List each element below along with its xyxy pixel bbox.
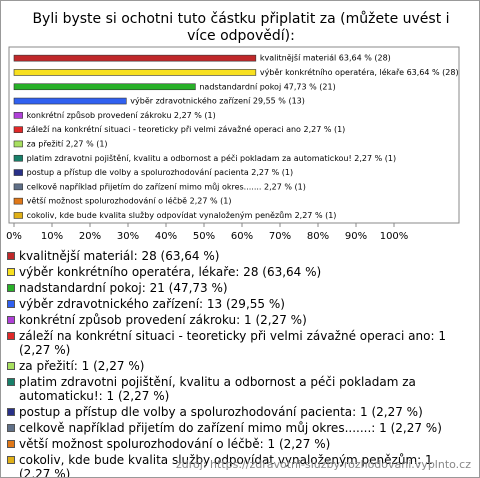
bar	[13, 97, 127, 105]
legend-item: konkrétní způsob provedení zákroku: 1 (2…	[7, 313, 467, 327]
x-tick-label: 50%	[193, 231, 215, 242]
legend-item: výběr zdravotnického zařízení: 13 (29,55…	[7, 297, 467, 311]
value-label: větší možnost spolurozhodování o léčbě 2…	[27, 196, 232, 206]
legend-item: cokoliv, kde bude kvalita služby odpovíd…	[7, 453, 467, 478]
bar	[13, 126, 23, 133]
legend-item: větší možnost spolurozhodování o léčbě: …	[7, 437, 467, 451]
x-tick-label: 30%	[117, 231, 139, 242]
bar	[13, 140, 23, 148]
legend-swatch	[7, 378, 15, 386]
x-tick-label: 100%	[380, 231, 409, 242]
legend-label: výběr zdravotnického zařízení: 13 (29,55…	[19, 297, 285, 311]
legend-item: výběr konkrétního operatéra, lékaře: 28 …	[7, 265, 467, 279]
x-tick-label: 90%	[345, 231, 367, 242]
legend-label: nadstandardní pokoj: 21 (47,73 %)	[19, 281, 228, 295]
legend-label: záleží na konkrétní situaci - teoreticky…	[19, 329, 446, 357]
value-label: celkově například přijetím do zařízení m…	[27, 181, 306, 191]
bar	[13, 69, 257, 76]
value-label: cokoliv, kde bude kvalita služby odpovíd…	[27, 210, 337, 220]
chart: 0% 10% 20% 30% 40% 50% 60% 70% 80% 90% 100% kvalitn…	[6, 46, 460, 242]
x-tick-label: 70%	[269, 231, 291, 242]
legend-swatch	[7, 316, 15, 324]
legend-swatch	[7, 300, 15, 308]
value-label: postup a přístup dle volby a spolurozhod…	[27, 168, 293, 177]
legend-label: za přežití: 1 (2,27 %)	[19, 359, 145, 373]
value-label: nadstandardní pokoj 47,73 % (21)	[199, 82, 335, 91]
x-tick-label: 80%	[307, 231, 329, 242]
bar	[13, 54, 257, 62]
legend-label: platim zdravotni pojištění, kvalitu a od…	[19, 375, 416, 403]
legend-swatch	[7, 362, 15, 370]
bar	[13, 169, 23, 176]
legend-label: konkrétní způsob provedení zákroku: 1 (2…	[19, 313, 307, 327]
value-label: výběr zdravotnického zařízení 29,55 % (1…	[130, 96, 305, 106]
legend-item: celkově například přijetím do zařízení m…	[7, 421, 467, 435]
legend-item: nadstandardní pokoj: 21 (47,73 %)	[7, 281, 467, 295]
legend-label: větší možnost spolurozhodování o léčbě: …	[19, 437, 331, 451]
value-label: záleží na konkrétní situaci - teoreticky…	[27, 124, 346, 134]
legend-item: platim zdravotni pojištění, kvalitu a od…	[7, 375, 467, 403]
bar	[13, 83, 196, 91]
value-label: konkrétní způsob provedení zákroku 2,27 …	[27, 110, 216, 120]
bar	[13, 183, 23, 191]
x-tick-label: 10%	[41, 231, 63, 242]
legend-item: za přežití: 1 (2,27 %)	[7, 359, 467, 373]
legend-item: záleží na konkrétní situaci - teoreticky…	[7, 329, 467, 357]
legend-swatch	[7, 408, 15, 416]
x-tick-label: 40%	[155, 231, 177, 242]
x-tick-label: 60%	[231, 231, 253, 242]
legend-item: postup a přístup dle volby a spolurozhod…	[7, 405, 467, 419]
legend-item: kvalitnější materiál: 28 (63,64 %)	[7, 249, 467, 263]
value-label: platim zdravotni pojištění, kvalitu a od…	[27, 153, 396, 163]
bar	[13, 197, 23, 205]
chart-title: Byli byste si ochotni tuto částku připla…	[32, 11, 450, 44]
value-label: výběr konkrétního operatéra, lékaře 63,6…	[260, 67, 459, 77]
legend-swatch	[7, 268, 15, 276]
value-label: za přežití 2,27 % (1)	[27, 139, 108, 148]
plot-frame	[8, 46, 460, 224]
bar	[13, 212, 23, 219]
legend-swatch	[7, 424, 15, 432]
legend-label: výběr konkrétního operatéra, lékaře: 28 …	[19, 265, 322, 279]
legend-swatch	[7, 456, 15, 464]
bar	[13, 112, 23, 119]
legend-label: kvalitnější materiál: 28 (63,64 %)	[19, 249, 220, 263]
legend-label: celkově například přijetím do zařízení m…	[19, 421, 442, 435]
bar	[13, 154, 23, 162]
value-label: kvalitnější materiál 63,64 % (28)	[260, 53, 391, 63]
x-tick-label: 0%	[6, 231, 22, 242]
source: zdroj: https://zdravotni-sluzby-rozhodov…	[176, 458, 471, 471]
legend-swatch	[7, 252, 15, 260]
legend-swatch	[7, 284, 15, 292]
legend: kvalitnější materiál: 28 (63,64 %) výběr …	[7, 249, 467, 478]
legend-swatch	[7, 332, 15, 340]
x-tick-label: 20%	[79, 231, 101, 242]
legend-swatch	[7, 440, 15, 448]
legend-label: postup a přístup dle volby a spolurozhod…	[19, 405, 423, 419]
legend-label: cokoliv, kde bude kvalita služby odpovíd…	[19, 453, 433, 478]
